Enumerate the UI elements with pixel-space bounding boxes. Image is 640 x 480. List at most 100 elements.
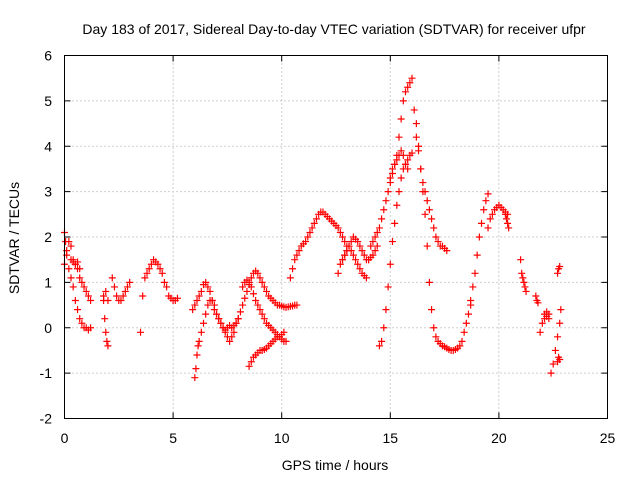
data-point [388, 238, 396, 246]
series-seg-w [517, 256, 530, 295]
data-point [484, 190, 492, 198]
data-point [193, 297, 201, 305]
data-point [236, 308, 244, 316]
data-point [417, 165, 425, 173]
data-point [104, 342, 112, 350]
data-point [358, 247, 366, 255]
data-point [518, 269, 526, 277]
data-point [399, 97, 407, 105]
data-point [256, 274, 264, 282]
series-seg-b [61, 228, 95, 334]
series-seg-q [386, 147, 412, 182]
data-point [410, 106, 418, 114]
series-seg-p [375, 149, 416, 350]
data-point [504, 219, 512, 227]
data-point [382, 197, 390, 205]
data-point [484, 224, 492, 232]
data-point [334, 269, 342, 277]
data-point [404, 165, 412, 173]
data-point [221, 328, 229, 336]
data-point [245, 362, 253, 370]
data-point [378, 337, 386, 345]
data-point [369, 251, 377, 259]
data-point [147, 260, 155, 268]
data-point [156, 265, 164, 273]
data-point [84, 292, 92, 300]
data-point [356, 265, 364, 273]
y-tick-label: 3 [44, 184, 52, 200]
data-point [82, 287, 90, 295]
data-point [123, 283, 131, 291]
data-point [110, 283, 118, 291]
data-point [362, 274, 370, 282]
data-point [460, 328, 468, 336]
data-point [557, 306, 565, 314]
series-seg-a [61, 238, 95, 305]
data-point [521, 283, 529, 291]
data-point [103, 337, 111, 345]
data-point [425, 278, 433, 286]
data-point [456, 342, 464, 350]
y-tick-label: 1 [44, 274, 52, 290]
data-point [478, 219, 486, 227]
series-seg-e [100, 287, 112, 305]
y-tick-label: -1 [40, 365, 53, 381]
data-point [432, 233, 440, 241]
data-point [241, 294, 249, 302]
data-point [345, 242, 353, 250]
data-point [143, 269, 151, 277]
data-point [102, 287, 110, 295]
data-point [369, 238, 377, 246]
data-point [432, 333, 440, 341]
data-point [430, 324, 438, 332]
data-point [341, 251, 349, 259]
data-point [482, 197, 490, 205]
data-point [464, 310, 472, 318]
y-tick-label: 2 [44, 229, 52, 245]
data-point [545, 315, 553, 323]
data-point [210, 306, 218, 314]
data-point [380, 206, 388, 214]
data-point [375, 342, 383, 350]
data-point [193, 351, 201, 359]
data-point [108, 274, 116, 282]
data-point [488, 210, 496, 218]
data-point [354, 260, 362, 268]
data-point [249, 290, 257, 298]
data-point [430, 224, 438, 232]
data-point [217, 319, 225, 327]
data-point [104, 297, 112, 305]
data-point [354, 238, 362, 246]
data-point [154, 260, 162, 268]
y-tick-label: 6 [44, 48, 52, 64]
data-point [386, 174, 394, 182]
chart-title: Day 183 of 2017, Sidereal Day-to-day VTE… [82, 21, 586, 37]
data-point [404, 156, 412, 164]
data-point [304, 233, 312, 241]
y-tick-label: 0 [44, 320, 52, 336]
series-seg-aa [547, 306, 565, 377]
data-point [230, 328, 238, 336]
data-point [204, 301, 212, 309]
x-tick-label: 5 [169, 430, 177, 446]
x-tick-label: 0 [61, 430, 69, 446]
data-point [293, 251, 301, 259]
data-point [102, 328, 110, 336]
data-point [173, 294, 181, 302]
data-point [252, 297, 260, 305]
data-point [384, 188, 392, 196]
data-point [551, 346, 559, 354]
data-point [471, 269, 479, 277]
data-point [428, 306, 436, 314]
data-point [395, 188, 403, 196]
data-point [80, 283, 88, 291]
data-point [428, 215, 436, 223]
series-seg-r [410, 106, 475, 354]
data-point [232, 319, 240, 327]
data-point [291, 256, 299, 264]
data-point [139, 292, 147, 300]
data-point [262, 287, 270, 295]
data-point [213, 310, 221, 318]
data-point [215, 315, 223, 323]
